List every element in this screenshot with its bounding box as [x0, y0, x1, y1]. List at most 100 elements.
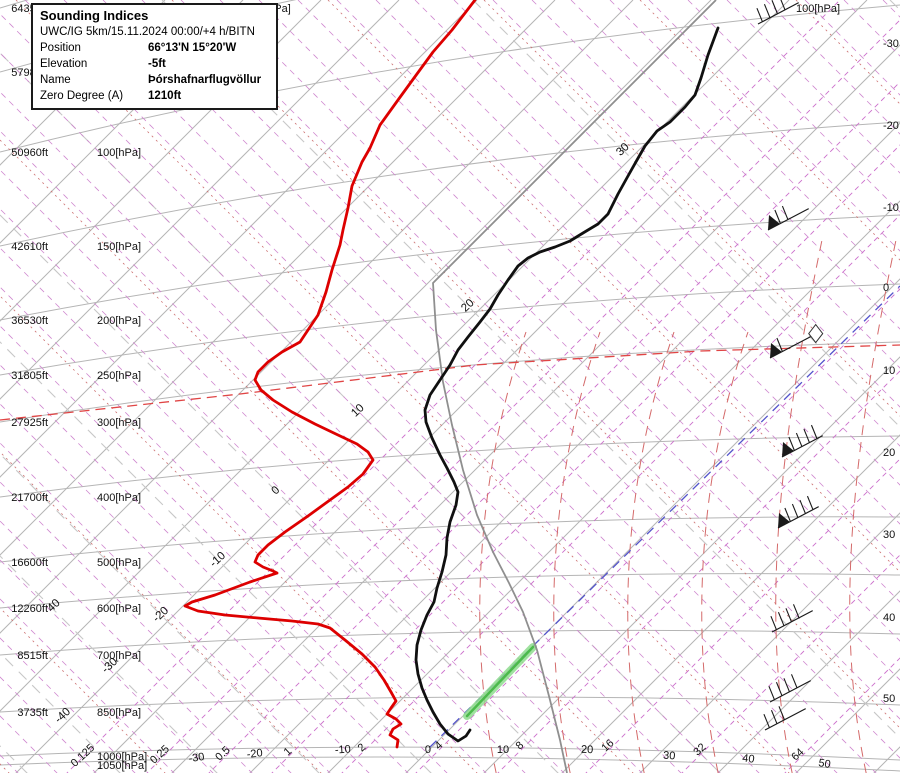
saturation-adiabat-arcs: [479, 239, 897, 773]
isobar-line: [0, 756, 900, 772]
dry-adiabat-line: [726, 0, 900, 174]
altitude-label: 8515ft: [17, 650, 48, 662]
right-temperature-label: 40: [883, 612, 895, 624]
wind-barb-pennant: [770, 343, 782, 358]
panel-row-label: Elevation: [40, 58, 88, 70]
isobar-line: [0, 214, 900, 321]
isotherm-line: [171, 44, 900, 773]
right-pressure-label: 100[hPa]: [796, 3, 840, 15]
saturation-adiabat-arc: [775, 239, 823, 773]
right-temperature-label: 20: [883, 447, 895, 459]
altitude-label: 31805ft: [11, 370, 48, 382]
dry-adiabat-line: [882, 0, 900, 18]
bottom-temperature-label: 40: [742, 752, 756, 765]
dry-adiabat-line: [531, 0, 900, 369]
isotherm-line: [0, 0, 712, 712]
mixing-ratio-label: 0.25: [148, 743, 172, 766]
panel-row-value: Þórshafnarflugvöllur: [148, 74, 262, 86]
altitude-label: 12260ft: [11, 603, 48, 615]
wind-barb-tick: [763, 713, 770, 728]
dry-adiabat-line: [0, 403, 370, 773]
right-temperature-label: -10: [883, 202, 899, 214]
pressure-label: 1050[hPa]: [97, 760, 147, 772]
isotherm-line: [795, 668, 900, 773]
pressure-label: 400[hPa]: [97, 492, 141, 504]
moist-adiabat-line: [889, 0, 900, 11]
wind-barb-tick: [771, 0, 778, 14]
altitude-label: 27925ft: [11, 417, 48, 429]
wind-barb-tick: [778, 706, 785, 720]
moist-adiabat-line: [161, 0, 900, 739]
panel-row-value: -5ft: [148, 58, 166, 70]
mixing-line-highlight: [429, 285, 900, 748]
panel-row-label: Name: [40, 74, 71, 86]
right-temperature-label: -30: [883, 38, 899, 50]
wind-barb-icon: [767, 205, 809, 231]
wind-barb-staff: [764, 708, 806, 731]
adiabat-temperature-label: 0: [270, 484, 283, 497]
pressure-label: 300[hPa]: [97, 417, 141, 429]
wind-barb-tick: [780, 0, 786, 11]
isotherm-line: [0, 0, 634, 634]
isotherm-line: [0, 0, 244, 244]
wind-barb-tick: [806, 495, 814, 510]
red-diagonal-line: [327, 0, 900, 573]
isobar-line: [0, 341, 900, 423]
wind-barb-tick: [799, 499, 806, 514]
mixing-ratio-line: [271, 144, 900, 773]
mixing-ratio-line: [681, 554, 900, 773]
right-temperature-label: 0: [883, 282, 889, 294]
dry-adiabat-line: [102, 0, 877, 773]
isobar-line: [0, 283, 900, 376]
panel-row-value: 1210ft: [148, 90, 182, 102]
moist-adiabat-line: [0, 214, 559, 773]
bottom-temperature-label: -10: [334, 743, 351, 756]
isotherm-line: [0, 0, 478, 478]
isotherm-line: [327, 200, 900, 773]
wind-barb-pennant: [778, 513, 790, 528]
wind-barb-tick: [792, 604, 800, 619]
mixing-ratio-line: [66, 0, 841, 773]
red-diagonal-line: [171, 0, 900, 729]
wind-barb-tick: [770, 710, 778, 724]
pressure-label: 100[hPa]: [97, 147, 141, 159]
dewpoint-curve: [183, 0, 477, 749]
altitude-label: 21700ft: [11, 492, 48, 504]
wind-barb-tick: [790, 674, 798, 689]
tropopause-line: [0, 344, 900, 421]
isotherm-line: [0, 0, 322, 322]
wind-barb-tick: [810, 424, 818, 439]
isotherm-line: [405, 278, 900, 773]
pressure-label: 150[hPa]: [97, 241, 141, 253]
wind-barb-tick: [781, 205, 789, 220]
dry-adiabat-line: [0, 715, 58, 773]
isobar-line: [0, 516, 900, 563]
wind-barb-tick: [777, 612, 785, 626]
wind-barb-icon: [768, 674, 811, 703]
wind-barb-tick: [775, 682, 783, 696]
pressure-label: 500[hPa]: [97, 557, 141, 569]
wind-barb-pennant: [768, 215, 780, 230]
pressure-label: 850[hPa]: [97, 707, 141, 719]
mixing-ratio-line: [146, 19, 900, 773]
pressure-label: 200[hPa]: [97, 315, 141, 327]
dry-adiabat-line: [765, 0, 900, 135]
wind-barb-icon: [763, 706, 806, 731]
model-run-line: UWC/IG 5km/15.11.2024 00:00/+4 h/BITN: [40, 26, 255, 38]
isotherm-line: [717, 590, 900, 773]
isotherm-line: [93, 0, 868, 773]
wind-barb-tick: [763, 4, 771, 18]
isotherm-line: [483, 356, 900, 773]
right-temperature-label: 10: [883, 365, 895, 377]
dry-adiabat-line: [570, 0, 900, 330]
wind-barb-icon: [781, 424, 823, 458]
red-diagonal-line: [15, 0, 790, 773]
isobar-line: [0, 629, 900, 656]
isobar-line: [0, 121, 900, 247]
wind-barb-staff: [771, 610, 813, 633]
altitude-label: 50960ft: [11, 147, 48, 159]
dry-adiabat-line: [804, 0, 900, 96]
bottom-temperature-label: 50: [817, 757, 831, 771]
mixing-ratio-label: 64: [789, 746, 806, 763]
pressure-label: 600[hPa]: [97, 603, 141, 615]
